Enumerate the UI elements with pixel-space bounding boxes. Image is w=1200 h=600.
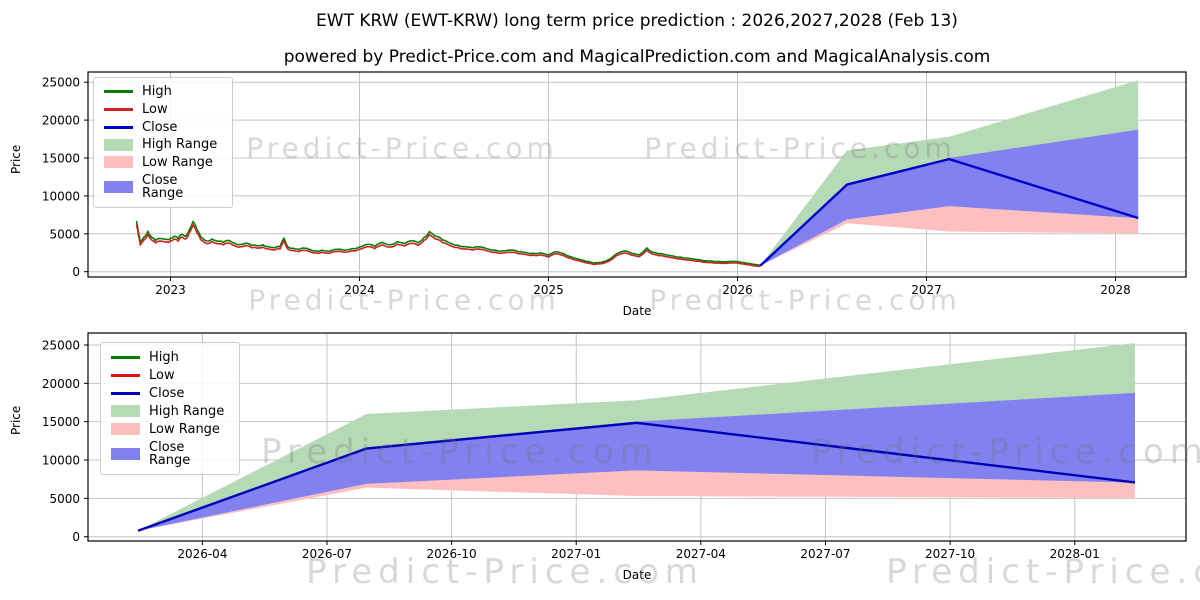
legend-label: Close [149, 385, 185, 401]
legend-label: Low [142, 101, 168, 117]
legend-item-low-range: Low Range [104, 156, 222, 169]
legend-item-close: Close [111, 387, 229, 400]
legend-item-low-range: Low Range [111, 423, 229, 436]
y-tick-label: 10000 [42, 454, 80, 468]
top-chart: 0 5000 10000 15000 20000 25000 2023 2024 2025 202… [9, 71, 1187, 318]
bottom-x-axis-label: Date [622, 568, 652, 582]
low-history-line [135, 224, 761, 268]
legend-line-swatch [111, 373, 140, 377]
legend-label: Close Range [142, 172, 184, 201]
x-tick-label: 2026-10 [427, 547, 477, 561]
bottom-y-axis-label: Price [9, 405, 23, 435]
close-forecast-line [137, 421, 1136, 532]
x-tick-label: 2026-04 [177, 547, 227, 561]
low-range-area [760, 204, 1139, 266]
chart-subtitle: powered by Predict-Price.com and Magical… [283, 47, 991, 67]
close-range-area [760, 129, 1139, 266]
top-chart-svg: 0 5000 10000 15000 20000 25000 2023 2024 2025 202… [42, 71, 1187, 297]
legend-label: High [142, 84, 172, 100]
y-tick-label: 5000 [49, 227, 80, 241]
top-y-axis-label: Price [9, 144, 23, 174]
y-tick-label: 20000 [42, 377, 80, 391]
legend-item-high: High [104, 85, 222, 98]
high-range-area [138, 343, 1135, 531]
legend-line-swatch [111, 355, 140, 359]
x-tick-label: 2028-01 [1050, 547, 1100, 561]
legend-item-low: Low [111, 369, 229, 382]
bottom-chart: 0 5000 10000 15000 20000 25000 2026-04 2026-07 2… [0, 330, 1200, 600]
legend-label: High [149, 349, 179, 365]
x-tick-label: 2027 [911, 283, 942, 297]
y-tick-label: 25000 [42, 339, 80, 353]
chart-title: EWT KRW (EWT-KRW) long term price predic… [316, 11, 958, 31]
legend-line-swatch [104, 125, 133, 129]
y-tick-label: 25000 [42, 76, 80, 90]
legend-line-swatch [111, 391, 140, 395]
legend-item-close: Close [104, 121, 222, 134]
legend-line-swatch [104, 90, 133, 94]
y-tick-label: 20000 [42, 114, 80, 128]
x-tick-label: 2027-01 [551, 547, 601, 561]
legend-item-low: Low [104, 103, 222, 116]
legend-patch-swatch [111, 423, 140, 435]
y-tick-label: 5000 [49, 492, 80, 506]
x-tick-label: 2027-07 [800, 547, 850, 561]
low-range-area [138, 469, 1135, 531]
top-x-axis-label: Date [622, 304, 652, 318]
legend-label: Low Range [149, 421, 220, 437]
plot-border [87, 71, 1187, 278]
legend-patch-swatch [104, 138, 133, 151]
legend-item-close-range: Close Range [104, 174, 222, 200]
legend-label: High Range [142, 137, 218, 153]
x-tick-label: 2026 [722, 283, 753, 297]
y-tick-label: 15000 [42, 152, 80, 166]
high-history-line [135, 220, 761, 266]
legend-item-close-range: Close Range [111, 441, 229, 467]
y-tick-label: 0 [72, 530, 80, 544]
y-tick-label: 15000 [42, 415, 80, 429]
close-forecast-line [759, 157, 1139, 267]
close-range-area [138, 392, 1135, 531]
legend-label: Low [149, 367, 175, 383]
x-tick-label: 2024 [344, 283, 375, 297]
x-tick-label: 2027-10 [925, 547, 975, 561]
top-chart-legend: High Low Close High Range Low Range Close Ran… [93, 77, 233, 208]
x-tick-label: 2026-07 [302, 547, 352, 561]
high-range-area [760, 80, 1139, 266]
legend-patch-swatch [111, 447, 140, 460]
x-tick-label: 2025 [533, 283, 564, 297]
bottom-chart-svg: 0 5000 10000 15000 20000 25000 2026-04 2026-07 2… [42, 332, 1187, 561]
legend-patch-swatch [104, 156, 133, 169]
legend-label: High Range [149, 403, 225, 419]
x-tick-label: 2028 [1100, 283, 1131, 297]
legend-patch-swatch [104, 180, 133, 193]
x-tick-label: 2023 [155, 283, 186, 297]
legend-label: Close Range [149, 439, 191, 468]
bottom-chart-legend: High Low Close High Range Low Range Close Ran… [100, 342, 240, 475]
x-tick-label: 2027-04 [676, 547, 726, 561]
y-tick-label: 10000 [42, 189, 80, 203]
legend-item-high: High [111, 351, 229, 364]
legend-label: Low Range [142, 154, 213, 170]
legend-item-high-range: High Range [104, 138, 222, 151]
legend-patch-swatch [111, 405, 140, 417]
legend-label: Close [142, 119, 178, 135]
y-tick-label: 0 [72, 265, 80, 279]
legend-item-high-range: High Range [111, 405, 229, 418]
legend-line-swatch [104, 107, 133, 111]
plot-border [87, 332, 1187, 542]
